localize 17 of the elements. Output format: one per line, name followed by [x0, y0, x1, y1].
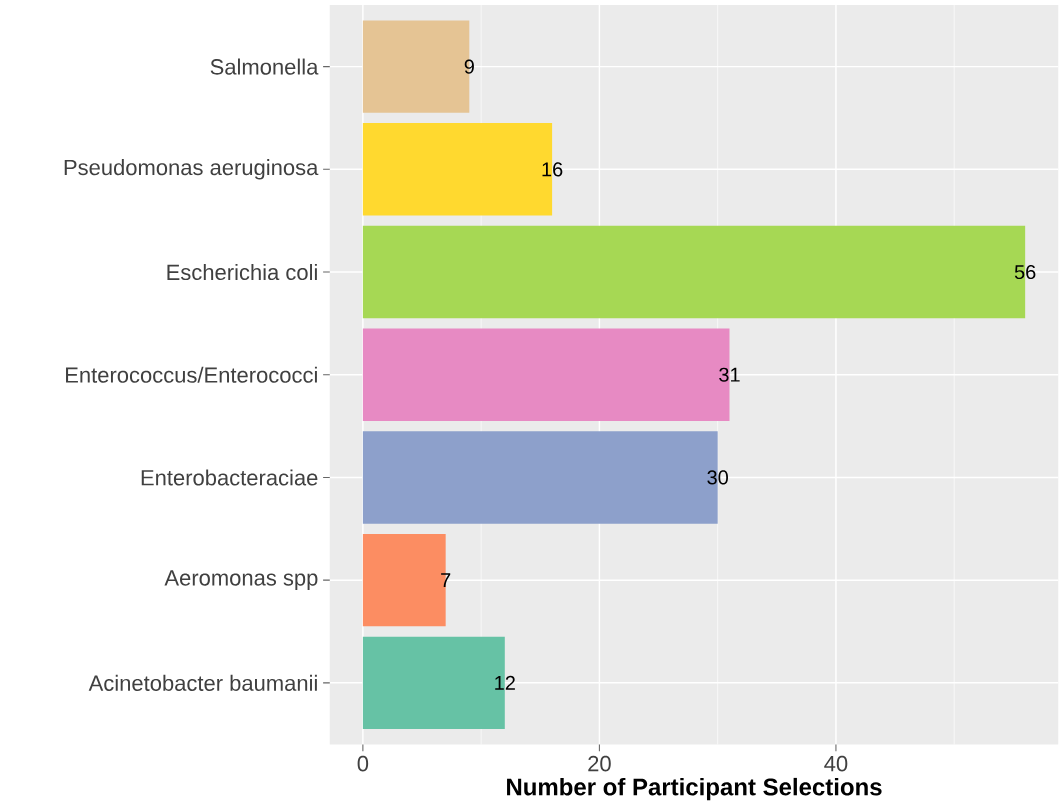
data-label: 7: [441, 573, 451, 587]
data-label: 30: [707, 470, 728, 485]
data-label: 56: [1014, 264, 1036, 279]
y-tick-label: Pseudomonas aeruginosa: [64, 158, 319, 180]
y-tick-label: Enterococcus/Enterococci: [66, 366, 317, 383]
x-axis-title: Number of Participant Selections: [507, 777, 882, 801]
y-tick-label: Acinetobacter baumanii: [88, 674, 317, 691]
y-tick-label: Salmonella: [210, 58, 319, 75]
x-tick-label: 0: [357, 755, 369, 772]
y-tick-label: Aeromonas spp: [164, 570, 318, 590]
y-tick-label: Escherichia coli: [167, 263, 317, 280]
x-tick-label: 20: [588, 755, 611, 772]
data-label: 12: [495, 675, 515, 690]
y-tick-label: Enterobacteraciae: [141, 469, 318, 486]
x-tick-label: 40: [824, 755, 848, 772]
data-label: 9: [464, 59, 474, 74]
data-label: 31: [719, 367, 740, 382]
